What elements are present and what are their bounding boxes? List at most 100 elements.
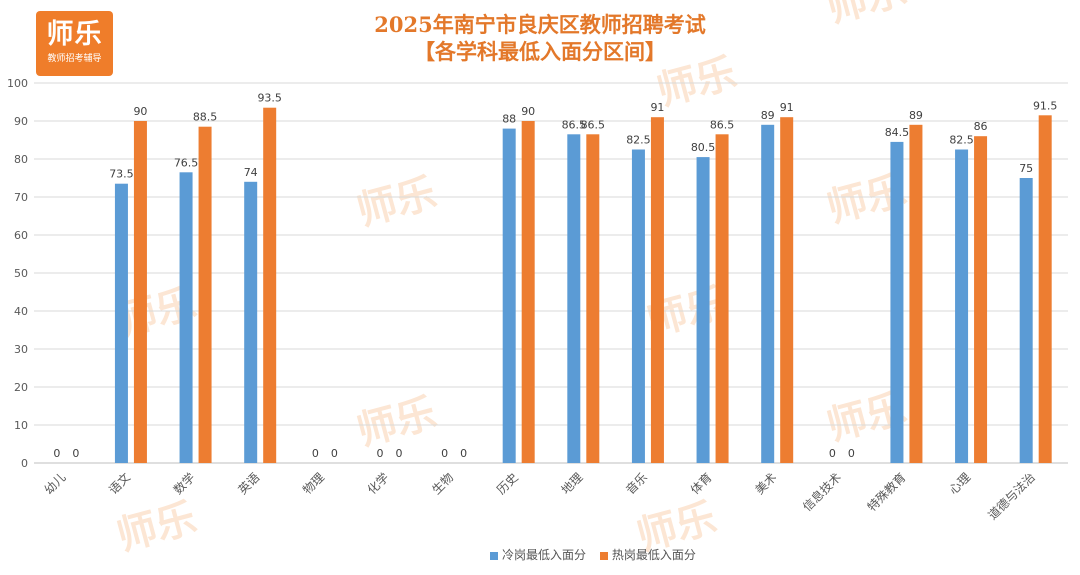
data-label-1-6: 0: [441, 447, 448, 460]
x-tick-label-14: 心理: [946, 470, 973, 497]
legend-label-series2: 热岗最低入面分: [611, 548, 696, 562]
x-tick-label-5: 化学: [364, 470, 392, 498]
bar-1-2: [179, 172, 193, 464]
data-label-2-3: 93.5: [257, 92, 282, 105]
data-label-2-12: 0: [848, 447, 855, 460]
brand-logo: 师乐 教师招考辅导: [36, 11, 113, 76]
data-label-2-13: 89: [909, 109, 923, 122]
legend-swatch-series1: [490, 551, 498, 560]
x-tick-label-11: 美术: [752, 470, 779, 497]
data-label-1-3: 74: [244, 166, 258, 179]
bar-1-9: [631, 149, 645, 463]
bar-2-10: [715, 134, 729, 464]
data-label-2-7: 90: [521, 105, 535, 118]
x-tick-label-1: 语文: [105, 470, 133, 498]
data-label-2-2: 88.5: [193, 111, 218, 124]
watermark-8: 师乐: [112, 495, 201, 560]
bar-1-10: [696, 157, 710, 463]
bar-2-8: [586, 134, 600, 464]
bar-2-7: [521, 121, 535, 463]
data-label-2-15: 91.5: [1033, 99, 1058, 112]
data-label-1-14: 82.5: [949, 134, 974, 147]
x-tick-label-13: 特殊教育: [864, 470, 909, 515]
x-tick-label-6: 生物: [429, 470, 456, 497]
bar-1-14: [955, 149, 969, 463]
x-tick-label-4: 物理: [300, 470, 327, 497]
chart-subtitle: 【各学科最低入面分区间】: [414, 39, 666, 64]
data-label-1-13: 84.5: [885, 126, 910, 139]
watermark-6: 师乐: [352, 390, 441, 455]
bar-2-2: [198, 126, 212, 463]
y-tick-label-60: 60: [14, 229, 28, 242]
bar-1-15: [1019, 178, 1033, 463]
data-label-1-10: 80.5: [691, 141, 716, 154]
bar-2-1: [133, 121, 147, 463]
bar-1-8: [567, 134, 581, 464]
y-tick-label-80: 80: [14, 153, 28, 166]
data-label-2-5: 0: [395, 447, 402, 460]
bar-2-15: [1038, 115, 1052, 464]
data-label-1-12: 0: [829, 447, 836, 460]
y-tick-label-10: 10: [14, 419, 28, 432]
legend-swatch-series2: [599, 551, 608, 560]
logo-subtitle: 教师招考辅导: [47, 54, 102, 64]
chart-legend: 冷岗最低入面分 热岗最低入面分: [490, 546, 706, 563]
data-label-1-15: 75: [1019, 162, 1033, 175]
x-tick-label-0: 幼儿: [42, 470, 69, 497]
y-tick-label-20: 20: [14, 381, 28, 394]
x-tick-label-12: 信息技术: [799, 470, 844, 515]
x-tick-label-8: 地理: [559, 470, 586, 497]
bar-2-13: [909, 124, 923, 464]
logo-text: 师乐: [46, 19, 103, 50]
data-label-2-1: 90: [133, 105, 147, 118]
data-label-1-1: 73.5: [109, 168, 134, 181]
x-tick-label-10: 体育: [687, 470, 715, 498]
x-tick-label-9: 音乐: [622, 470, 650, 498]
bar-2-3: [263, 107, 277, 463]
y-tick-label-70: 70: [14, 191, 28, 204]
x-tick-label-7: 历史: [494, 470, 521, 497]
bar-1-11: [761, 124, 775, 464]
data-label-2-0: 0: [72, 447, 79, 460]
x-tick-label-2: 数学: [170, 470, 198, 498]
bar-1-3: [244, 181, 258, 464]
data-label-1-4: 0: [312, 447, 319, 460]
data-label-1-2: 76.5: [174, 156, 199, 169]
data-label-1-7: 88: [502, 113, 516, 126]
y-tick-label-30: 30: [14, 343, 28, 356]
data-label-1-5: 0: [376, 447, 383, 460]
legend-item-series1: 冷岗最低入面分: [490, 546, 586, 563]
bar-2-11: [780, 117, 794, 463]
data-label-2-11: 91: [780, 101, 794, 114]
bar-1-1: [114, 183, 128, 463]
x-tick-label-15: 道德与法治: [985, 470, 1038, 523]
data-label-2-6: 0: [460, 447, 467, 460]
bar-1-7: [502, 128, 516, 463]
x-tick-label-3: 英语: [235, 470, 262, 497]
data-label-2-9: 91: [650, 101, 664, 114]
watermark-0: 师乐: [822, 0, 911, 32]
legend-label-series1: 冷岗最低入面分: [502, 548, 587, 562]
data-label-2-4: 0: [331, 447, 338, 460]
data-label-1-0: 0: [53, 447, 60, 460]
bar-1-13: [890, 141, 904, 463]
bar-2-9: [650, 117, 664, 463]
data-label-2-14: 86: [974, 120, 988, 133]
legend-item-series2: 热岗最低入面分: [599, 546, 696, 563]
y-tick-label-0: 0: [21, 457, 28, 470]
y-tick-label-50: 50: [14, 267, 28, 280]
chart-title: 2025年南宁市良庆区教师招聘考试: [374, 12, 706, 37]
y-tick-label-100: 100: [7, 77, 28, 90]
y-tick-label-90: 90: [14, 115, 28, 128]
y-tick-label-40: 40: [14, 305, 28, 318]
data-label-1-11: 89: [761, 109, 775, 122]
watermark-1: 师乐: [652, 50, 741, 115]
data-label-1-8: 86.5: [562, 118, 587, 131]
data-label-1-9: 82.5: [626, 134, 651, 147]
watermark-2: 师乐: [352, 170, 441, 235]
bar-2-14: [974, 136, 988, 463]
data-label-2-8: 86.5: [581, 118, 606, 131]
data-label-2-10: 86.5: [710, 118, 735, 131]
